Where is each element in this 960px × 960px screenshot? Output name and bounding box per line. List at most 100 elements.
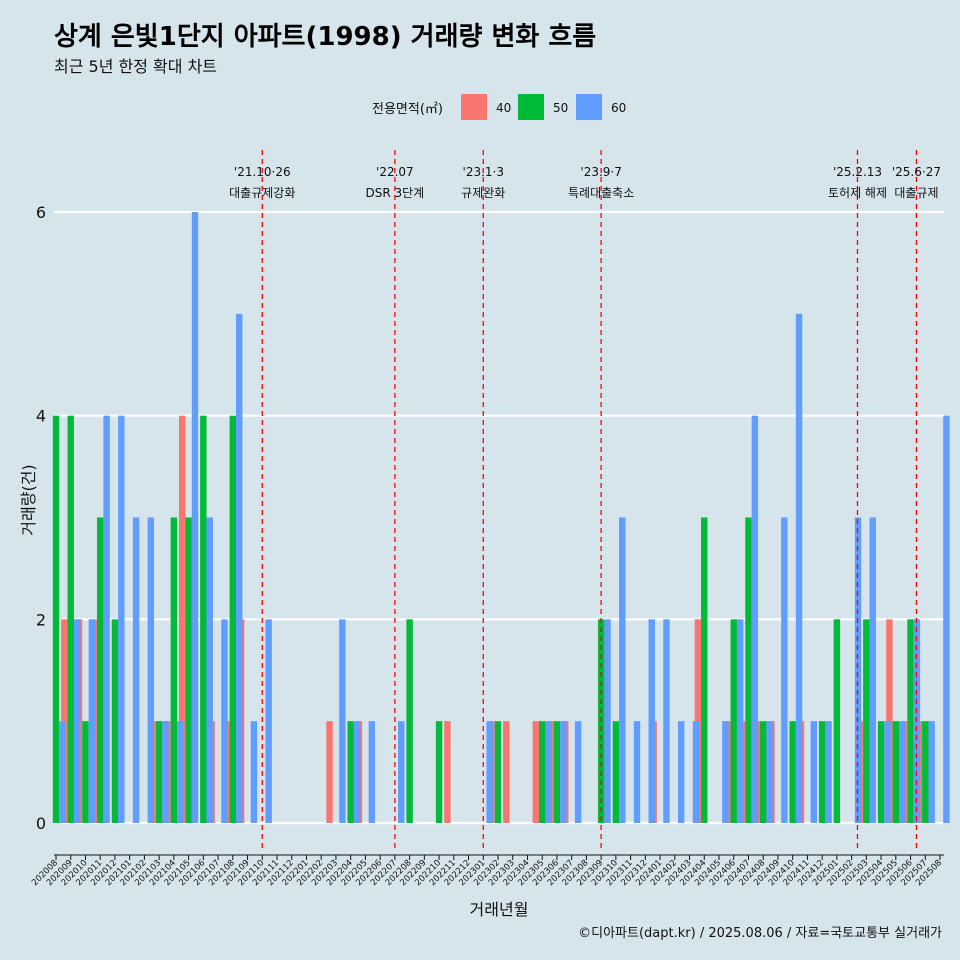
bar — [730, 619, 737, 823]
bar — [907, 619, 914, 823]
bar — [692, 721, 700, 823]
event-date: '23.1·3 — [463, 165, 504, 179]
y-tick-label: 2 — [36, 610, 46, 629]
y-tick-label: 0 — [36, 814, 46, 833]
bar — [229, 415, 236, 823]
bar — [353, 721, 361, 823]
bar — [206, 517, 213, 823]
bar — [532, 721, 539, 823]
event-date: '21.10·26 — [234, 165, 291, 179]
bar — [760, 721, 767, 823]
bar — [67, 415, 74, 823]
bar — [736, 619, 744, 823]
bar — [789, 721, 796, 823]
bar — [553, 721, 561, 823]
event-label: 대출규제강화 — [229, 186, 295, 200]
bar — [406, 619, 413, 823]
y-axis-title: 거래량(건) — [19, 464, 38, 535]
bar — [155, 721, 163, 823]
bar — [61, 619, 68, 823]
bar — [539, 721, 546, 823]
event-label: 대출규제 — [894, 186, 938, 200]
bar — [170, 517, 178, 823]
bar — [59, 721, 66, 823]
bar — [928, 721, 935, 823]
bar — [892, 721, 899, 823]
bar — [200, 415, 207, 823]
event-label: DSR 3단계 — [365, 186, 424, 200]
legend: 전용면적(㎡) 40 50 60 — [372, 94, 626, 120]
event-markers: '21.10·26 대출규제강화 '22.07 DSR 3단계 '23.1·3 규제완화 '… — [229, 150, 941, 852]
bar — [236, 313, 243, 823]
event-label: 규제완화 — [461, 186, 505, 200]
bar — [398, 721, 405, 823]
bar — [486, 721, 493, 823]
bar — [191, 212, 199, 823]
bar — [503, 721, 510, 823]
bar — [97, 517, 104, 823]
bar — [663, 619, 670, 823]
bar — [795, 313, 803, 823]
bar — [877, 721, 885, 823]
legend-label-50: 50 — [553, 101, 568, 115]
bar — [884, 721, 891, 823]
page-title: 상계 은빛1단지 아파트(1998) 거래량 변화 흐름 — [54, 22, 597, 52]
bar — [766, 721, 773, 823]
bar — [694, 619, 702, 823]
bar — [250, 721, 258, 823]
bar — [494, 721, 502, 823]
bar — [751, 415, 759, 823]
source-caption: ©디아파트(dapt.kr) / 2025.08.06 / 자료=국토교통부 실… — [578, 926, 942, 941]
bars — [52, 212, 950, 823]
bar — [604, 619, 611, 823]
bar — [347, 721, 354, 823]
page-subtitle: 최근 5년 한정 확대 차트 — [54, 57, 218, 76]
legend-swatch-40 — [461, 94, 487, 120]
legend-swatch-50 — [518, 94, 544, 120]
bar — [810, 721, 817, 823]
bar — [833, 619, 841, 823]
bar — [221, 619, 228, 823]
bar — [103, 415, 110, 823]
bar — [612, 721, 620, 823]
bar — [745, 517, 752, 823]
bar — [886, 619, 893, 823]
bar — [132, 517, 140, 823]
bar — [574, 721, 582, 823]
x-axis-title: 거래년월 — [470, 900, 529, 919]
bar — [619, 517, 626, 823]
bar — [177, 721, 184, 823]
bar — [722, 721, 729, 823]
bar — [73, 619, 81, 823]
bar — [825, 721, 832, 823]
legend-label-40: 40 — [496, 101, 511, 115]
y-tick-label: 6 — [36, 203, 46, 222]
bar — [147, 517, 154, 823]
bar — [111, 619, 119, 823]
bar — [52, 415, 60, 823]
bar — [82, 721, 89, 823]
legend-title: 전용면적(㎡) — [372, 102, 443, 117]
bar — [118, 415, 125, 823]
bar — [943, 415, 950, 823]
legend-swatch-60 — [576, 94, 602, 120]
legend-label-60: 60 — [611, 101, 626, 115]
bar — [633, 721, 641, 823]
bar — [560, 721, 567, 823]
bar — [326, 721, 333, 823]
event-date: '22.07 — [376, 165, 414, 179]
bar — [435, 721, 443, 823]
bar — [162, 721, 169, 823]
bar — [678, 721, 685, 823]
bar — [781, 517, 788, 823]
bar — [265, 619, 272, 823]
bar — [648, 619, 655, 823]
bar — [444, 721, 451, 823]
bar — [922, 721, 929, 823]
bar — [545, 721, 552, 823]
event-date: '25.2.13 — [833, 165, 882, 179]
bar — [88, 619, 96, 823]
bar — [701, 517, 708, 823]
event-date: '23.9·7 — [580, 165, 621, 179]
